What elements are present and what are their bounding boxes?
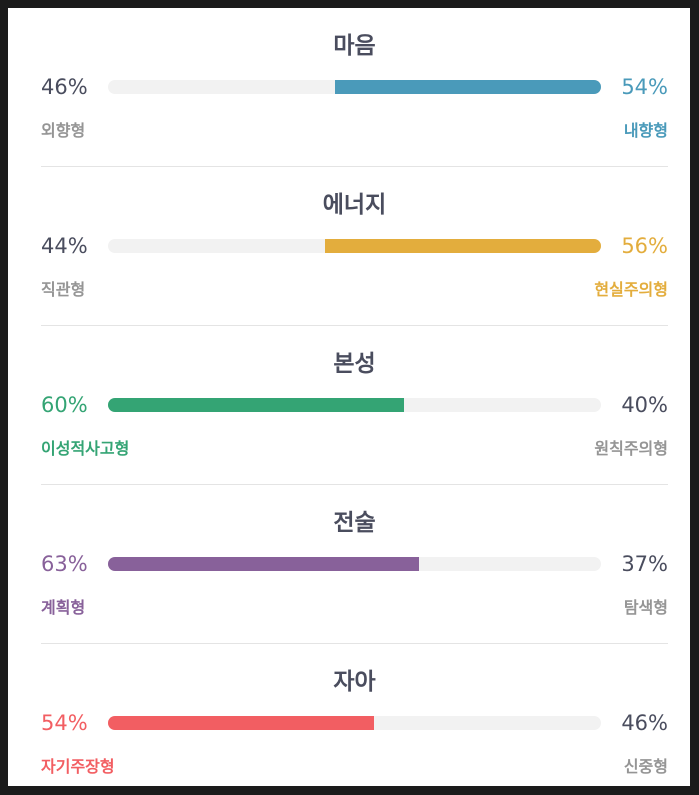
right-percentage: 46%	[621, 711, 668, 735]
right-type-label: 내향형	[623, 121, 668, 140]
left-percentage: 54%	[41, 711, 88, 735]
trait-bar	[108, 557, 601, 571]
trait-bar	[108, 398, 601, 412]
trait-bar-fill	[108, 716, 375, 730]
left-type-label: 외향형	[41, 121, 86, 140]
divider	[41, 166, 668, 167]
divider	[41, 325, 668, 326]
left-percentage: 44%	[41, 234, 88, 258]
right-type-label: 탐색형	[623, 598, 668, 617]
divider	[41, 643, 668, 644]
trait-title: 전술	[333, 510, 376, 536]
trait-bar	[108, 80, 601, 94]
left-type-label: 이성적사고형	[41, 439, 130, 458]
trait-bar	[108, 239, 601, 253]
trait-title: 본성	[333, 351, 376, 377]
trait-bar-fill	[108, 398, 404, 412]
trait-tactics: 전술 63% 37% 계획형 탐색형	[41, 485, 668, 644]
trait-identity: 자아 54% 46% 자기주장형 신중형	[41, 644, 668, 786]
trait-title: 에너지	[322, 192, 387, 218]
trait-energy: 에너지 44% 56% 직관형 현실주의형	[41, 167, 668, 326]
left-type-label: 자기주장형	[41, 757, 115, 776]
trait-mind: 마음 46% 54% 외향형 내향형	[41, 8, 668, 167]
trait-bar-fill	[108, 557, 419, 571]
right-type-label: 원칙주의형	[594, 439, 668, 458]
trait-bar	[108, 716, 601, 730]
left-type-label: 직관형	[41, 280, 86, 299]
trait-title: 자아	[333, 669, 376, 695]
divider	[41, 484, 668, 485]
right-type-label: 신중형	[623, 757, 668, 776]
trait-bar-fill	[324, 239, 601, 253]
right-type-label: 현실주의형	[594, 280, 668, 299]
left-type-label: 계획형	[41, 598, 86, 617]
right-percentage: 56%	[621, 234, 668, 258]
left-percentage: 60%	[41, 393, 88, 417]
trait-nature: 본성 60% 40% 이성적사고형 원칙주의형	[41, 326, 668, 485]
left-percentage: 46%	[41, 75, 88, 99]
right-percentage: 54%	[621, 75, 668, 99]
personality-results-card: 마음 46% 54% 외향형 내향형 에너지 44% 56% 직관형 현실주의형…	[8, 8, 690, 786]
trait-bar-fill	[334, 80, 601, 94]
trait-title: 마음	[333, 33, 376, 59]
left-percentage: 63%	[41, 552, 88, 576]
right-percentage: 40%	[621, 393, 668, 417]
right-percentage: 37%	[621, 552, 668, 576]
